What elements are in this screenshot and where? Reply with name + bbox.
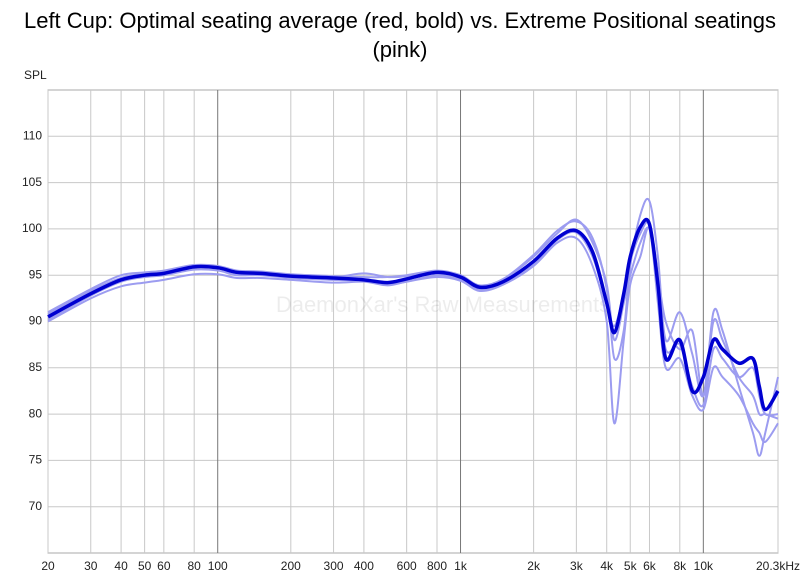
x-tick-label: 400 (354, 559, 374, 573)
x-tick-label: 100 (208, 559, 228, 573)
x-tick-label: 600 (397, 559, 417, 573)
y-tick-label: 80 (29, 406, 43, 420)
watermark: DaemonXar's Raw Measurements (276, 292, 610, 317)
y-axis-label: SPL (24, 68, 47, 82)
y-tick-label: 85 (29, 360, 43, 374)
x-tick-label: 200 (281, 559, 301, 573)
x-tick-label: 20 (41, 559, 55, 573)
y-tick-label: 110 (23, 128, 42, 142)
y-tick-label: 70 (29, 499, 43, 513)
y-tick-label: 95 (29, 267, 43, 281)
y-tick-label: 105 (22, 175, 42, 189)
x-tick-label: 3k (570, 559, 584, 573)
x-tick-label: 20.3kHz (756, 559, 800, 573)
x-tick-label: 80 (188, 559, 202, 573)
y-tick-label: 75 (29, 453, 43, 467)
x-tick-label: 2k (527, 559, 541, 573)
x-tick-label: 8k (673, 559, 687, 573)
x-tick-label: 60 (157, 559, 171, 573)
response-line (47, 226, 779, 444)
x-tick-label: 4k (600, 559, 614, 573)
y-tick-label: 100 (22, 221, 42, 235)
x-tick-label: 10k (694, 559, 714, 573)
x-tick-label: 1k (454, 559, 468, 573)
chart-title-box: Left Cup: Optimal seating average (red, … (0, 6, 800, 64)
x-tick-label: 30 (84, 559, 98, 573)
x-tick-label: 300 (324, 559, 344, 573)
x-tick-label: 800 (427, 559, 447, 573)
x-tick-label: 6k (643, 559, 657, 573)
x-tick-label: 50 (138, 559, 152, 573)
y-tick-label: 90 (29, 314, 43, 328)
chart-title: Left Cup: Optimal seating average (red, … (23, 8, 777, 62)
x-tick-label: 40 (114, 559, 128, 573)
x-tick-label: 5k (624, 559, 638, 573)
response-line (47, 217, 780, 412)
